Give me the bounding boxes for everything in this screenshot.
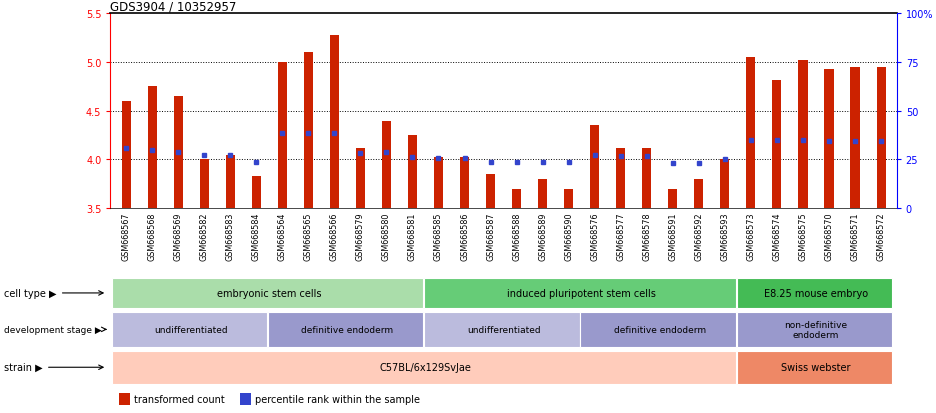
Bar (434, 158, 443, 209)
Text: GSM668573: GSM668573 (746, 212, 755, 261)
Text: GSM668580: GSM668580 (382, 212, 391, 261)
Bar (538, 179, 548, 209)
Bar (590, 126, 599, 209)
Bar (356, 148, 365, 209)
Bar (642, 148, 651, 209)
Bar (564, 189, 573, 209)
Text: GSM668587: GSM668587 (486, 212, 495, 261)
Text: GSM668585: GSM668585 (434, 212, 443, 261)
Text: induced pluripotent stem cells: induced pluripotent stem cells (507, 288, 656, 298)
Text: GSM668567: GSM668567 (122, 212, 130, 261)
Bar (268, 312, 423, 347)
Text: GSM668581: GSM668581 (408, 212, 417, 261)
Text: C57BL/6x129SvJae: C57BL/6x129SvJae (379, 362, 472, 373)
Bar (825, 70, 834, 209)
Bar (173, 97, 183, 209)
Text: GSM668572: GSM668572 (877, 212, 885, 261)
Text: GSM668592: GSM668592 (695, 212, 703, 261)
Bar (111, 351, 736, 384)
Text: GSM668590: GSM668590 (564, 212, 573, 261)
Text: definitive endoderm: definitive endoderm (614, 325, 706, 334)
Text: embryonic stem cells: embryonic stem cells (217, 288, 321, 298)
Text: GSM668583: GSM668583 (226, 212, 235, 261)
Bar (668, 189, 678, 209)
Bar (111, 278, 423, 309)
Text: GSM668577: GSM668577 (616, 212, 625, 261)
Text: undifferentiated: undifferentiated (154, 325, 228, 334)
Text: cell type ▶: cell type ▶ (5, 288, 103, 298)
Text: E8.25 mouse embryo: E8.25 mouse embryo (764, 288, 868, 298)
Text: GSM668591: GSM668591 (668, 212, 678, 261)
Text: GSM668576: GSM668576 (591, 212, 599, 261)
Text: GSM668578: GSM668578 (642, 212, 651, 261)
Text: undifferentiated: undifferentiated (467, 325, 540, 334)
Bar (737, 351, 892, 384)
Bar (616, 148, 625, 209)
Text: definitive endoderm: definitive endoderm (301, 325, 393, 334)
Text: GSM668586: GSM668586 (460, 212, 469, 261)
Bar (746, 58, 755, 209)
Text: GSM668579: GSM668579 (356, 212, 365, 261)
Bar (382, 121, 391, 209)
Bar (512, 189, 521, 209)
Bar (278, 63, 286, 209)
Bar (486, 175, 495, 209)
Bar (695, 179, 703, 209)
Bar (241, 393, 251, 405)
Bar (148, 87, 156, 209)
Text: GSM668571: GSM668571 (851, 212, 859, 261)
Bar (460, 158, 469, 209)
Text: strain ▶: strain ▶ (5, 362, 103, 373)
Text: GSM668564: GSM668564 (278, 212, 286, 261)
Text: GSM668593: GSM668593 (721, 212, 729, 261)
Text: GSM668569: GSM668569 (174, 212, 183, 261)
Bar (876, 68, 885, 209)
Text: Swiss webster: Swiss webster (782, 362, 851, 373)
Text: non-definitive
endoderm: non-definitive endoderm (784, 320, 847, 339)
Bar (772, 81, 782, 209)
Bar (199, 160, 209, 209)
Text: percentile rank within the sample: percentile rank within the sample (256, 394, 420, 404)
Text: GSM668565: GSM668565 (304, 212, 313, 261)
Text: GSM668584: GSM668584 (252, 212, 261, 261)
Bar (737, 278, 892, 309)
Text: development stage ▶: development stage ▶ (5, 325, 106, 334)
Bar (111, 312, 267, 347)
Text: GSM668568: GSM668568 (148, 212, 156, 261)
Bar (798, 61, 808, 209)
Text: GSM668566: GSM668566 (329, 212, 339, 261)
Bar (226, 155, 235, 209)
Text: GSM668589: GSM668589 (538, 212, 548, 261)
Text: GSM668575: GSM668575 (798, 212, 808, 261)
Bar (737, 312, 892, 347)
Text: GSM668588: GSM668588 (512, 212, 521, 261)
Bar (424, 312, 579, 347)
Bar (119, 393, 130, 405)
Bar (252, 176, 261, 209)
Bar (122, 102, 131, 209)
Text: GSM668574: GSM668574 (772, 212, 782, 261)
Text: transformed count: transformed count (134, 394, 225, 404)
Text: GSM668582: GSM668582 (199, 212, 209, 261)
Text: GSM668570: GSM668570 (825, 212, 833, 261)
Bar (851, 68, 859, 209)
Bar (580, 312, 736, 347)
Bar (721, 160, 729, 209)
Bar (304, 53, 313, 209)
Bar (329, 36, 339, 209)
Bar (408, 136, 417, 209)
Text: GDS3904 / 10352957: GDS3904 / 10352957 (110, 0, 237, 13)
Bar (424, 278, 736, 309)
